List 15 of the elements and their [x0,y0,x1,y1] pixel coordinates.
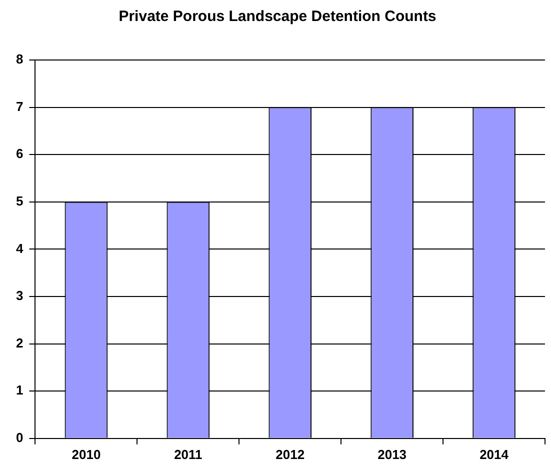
y-tick-label: 3 [16,288,24,304]
y-tick-label: 1 [16,382,24,398]
x-tick-label: 2011 [174,446,202,462]
x-tick-label: 2010 [72,446,101,462]
y-tick-label: 2 [16,335,24,350]
x-tick-label: 2013 [378,446,407,462]
y-tick-label: 4 [16,240,24,256]
y-tick-label: 0 [16,430,24,445]
y-tick-label: 6 [16,146,24,162]
y-tick-label: 5 [16,193,24,208]
x-tick-label: 2014 [480,446,510,462]
y-tick-label: 8 [16,52,24,67]
x-tick-label: 2012 [276,446,305,462]
chart-title: Private Porous Landscape Detention Counts [118,8,436,26]
y-tick-label: 7 [16,98,24,114]
